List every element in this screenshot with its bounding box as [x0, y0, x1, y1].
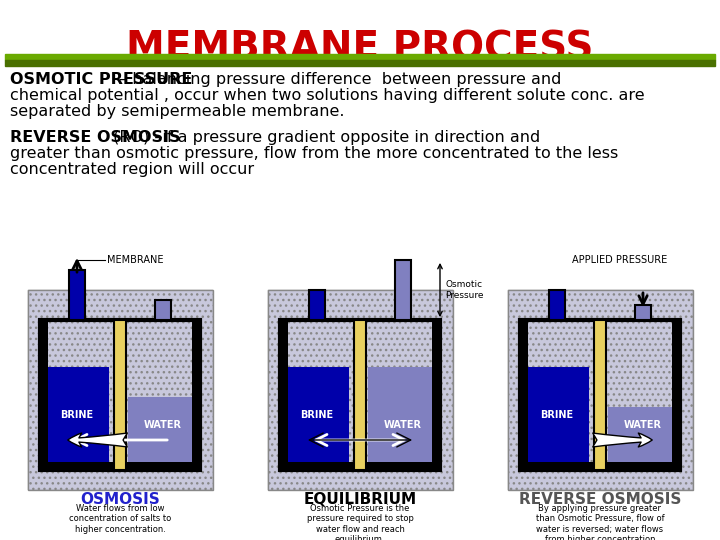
Bar: [268, 290, 452, 490]
Bar: [508, 290, 693, 490]
Bar: [432, 320, 440, 470]
Text: REVERSE OSMOSIS: REVERSE OSMOSIS: [519, 492, 681, 507]
Bar: [43, 367, 109, 467]
Bar: [114, 320, 126, 470]
Bar: [508, 290, 693, 490]
Bar: [40, 320, 48, 470]
Bar: [5, 60, 715, 66]
Bar: [523, 367, 589, 467]
Text: OSMOTIC PRESSURE: OSMOTIC PRESSURE: [10, 72, 192, 87]
Bar: [520, 320, 680, 470]
Text: REVERSE OSMOSIS: REVERSE OSMOSIS: [10, 130, 181, 145]
Bar: [155, 300, 171, 320]
Bar: [309, 290, 325, 320]
Bar: [283, 367, 349, 467]
Text: EQUILIBRIUM: EQUILIBRIUM: [303, 492, 417, 507]
Text: (RO) –if a pressure gradient opposite in direction and: (RO) –if a pressure gradient opposite in…: [107, 130, 540, 145]
Bar: [43, 367, 109, 467]
Text: MEMBRANE PROCESS: MEMBRANE PROCESS: [126, 30, 594, 68]
Bar: [523, 367, 589, 467]
Bar: [5, 54, 715, 60]
Bar: [520, 320, 528, 470]
Text: OSMOSIS: OSMOSIS: [80, 492, 160, 507]
Bar: [69, 270, 85, 320]
Bar: [283, 367, 349, 467]
Text: Osmotic
Pressure: Osmotic Pressure: [445, 280, 484, 300]
Text: MEMBRANE: MEMBRANE: [107, 255, 163, 265]
Text: separated by semipermeable membrane.: separated by semipermeable membrane.: [10, 104, 344, 119]
Bar: [635, 305, 651, 320]
Bar: [27, 290, 212, 490]
Bar: [128, 397, 197, 467]
Text: chemical potential , occur when two solutions having different solute conc. are: chemical potential , occur when two solu…: [10, 88, 644, 103]
Text: BRINE: BRINE: [541, 410, 574, 420]
Text: concentrated region will occur: concentrated region will occur: [10, 162, 254, 177]
Bar: [520, 462, 680, 470]
Text: WATER: WATER: [384, 420, 422, 430]
Bar: [395, 260, 411, 320]
Bar: [280, 320, 288, 470]
Bar: [27, 290, 212, 490]
Bar: [549, 290, 565, 320]
Bar: [594, 320, 606, 470]
Bar: [368, 367, 437, 467]
Bar: [268, 290, 452, 490]
Text: WATER: WATER: [624, 420, 662, 430]
Bar: [280, 320, 440, 470]
Bar: [354, 320, 366, 470]
Text: BRINE: BRINE: [300, 410, 333, 420]
Bar: [608, 407, 677, 467]
Bar: [280, 462, 440, 470]
Bar: [672, 320, 680, 470]
Text: Water flows from low
concentration of salts to
higher concentration.: Water flows from low concentration of sa…: [69, 504, 171, 534]
Text: By applying pressure greater
than Osmotic Pressure, flow of
water is reversed; w: By applying pressure greater than Osmoti…: [536, 504, 665, 540]
Text: WATER: WATER: [144, 420, 182, 430]
Bar: [40, 320, 200, 470]
Bar: [40, 462, 200, 470]
Text: Osmotic Pressure is the
pressure required to stop
water flow and reach
equilibri: Osmotic Pressure is the pressure require…: [307, 504, 413, 540]
Text: APPLIED PRESSURE: APPLIED PRESSURE: [572, 255, 667, 265]
Bar: [192, 320, 200, 470]
Text: – balancing pressure difference  between pressure and: – balancing pressure difference between …: [114, 72, 562, 87]
Text: BRINE: BRINE: [60, 410, 94, 420]
Text: greater than osmotic pressure, flow from the more concentrated to the less: greater than osmotic pressure, flow from…: [10, 146, 618, 161]
